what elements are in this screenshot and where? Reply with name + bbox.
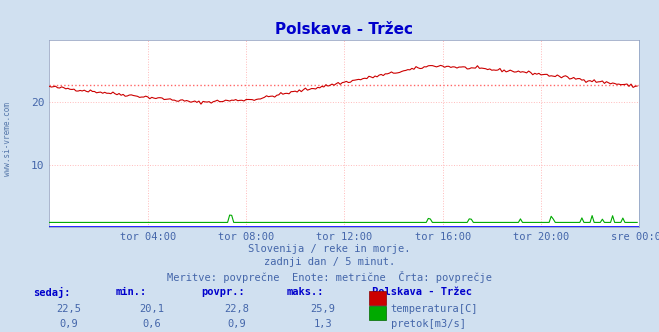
Text: 0,6: 0,6 — [142, 319, 161, 329]
Text: temperatura[C]: temperatura[C] — [391, 304, 478, 314]
Text: 22,5: 22,5 — [57, 304, 82, 314]
Text: Meritve: povprečne  Enote: metrične  Črta: povprečje: Meritve: povprečne Enote: metrične Črta:… — [167, 271, 492, 283]
Text: Polskava - Tržec: Polskava - Tržec — [372, 287, 473, 297]
Text: zadnji dan / 5 minut.: zadnji dan / 5 minut. — [264, 257, 395, 267]
Text: 1,3: 1,3 — [314, 319, 332, 329]
Text: sedaj:: sedaj: — [33, 287, 71, 298]
Text: 25,9: 25,9 — [310, 304, 335, 314]
Text: pretok[m3/s]: pretok[m3/s] — [391, 319, 466, 329]
Text: 0,9: 0,9 — [60, 319, 78, 329]
Text: Slovenija / reke in morje.: Slovenija / reke in morje. — [248, 244, 411, 254]
Text: povpr.:: povpr.: — [201, 287, 244, 297]
Text: www.si-vreme.com: www.si-vreme.com — [3, 103, 12, 176]
Text: 0,9: 0,9 — [228, 319, 246, 329]
Text: 20,1: 20,1 — [139, 304, 164, 314]
Text: min.:: min.: — [115, 287, 146, 297]
Title: Polskava - Tržec: Polskava - Tržec — [275, 22, 413, 37]
Text: maks.:: maks.: — [287, 287, 324, 297]
Text: 22,8: 22,8 — [225, 304, 250, 314]
